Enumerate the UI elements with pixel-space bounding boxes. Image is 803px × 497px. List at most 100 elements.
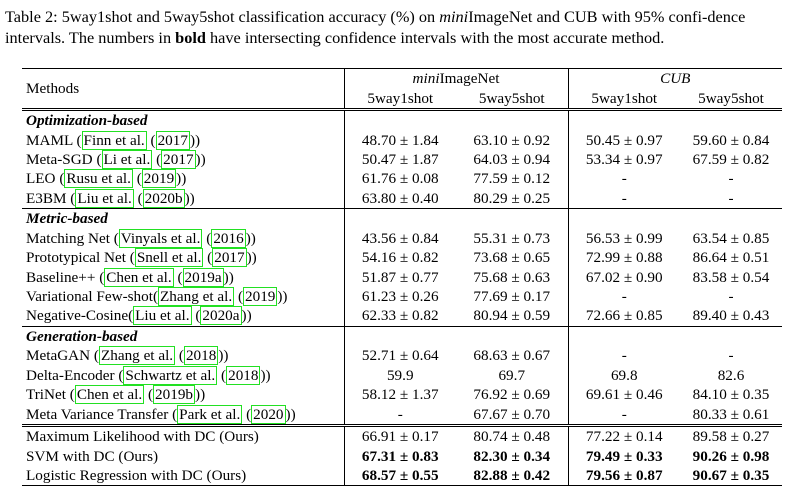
citation-authors-link[interactable]: Liu et al. <box>133 306 192 326</box>
citation-year-link[interactable]: 2020 <box>251 404 286 424</box>
value-cell: 77.69 ± 0.17 <box>473 288 551 306</box>
method-name: Meta Variance Transfer ( <box>26 405 178 423</box>
table-row: Negative-Cosine(Liu et al. (2020a)) 62.33… <box>22 306 782 327</box>
method-cell: Variational Few-shot(Zhang et al. (2019)… <box>22 287 344 307</box>
section-spacer-cell <box>567 325 680 347</box>
citation-year-link[interactable]: 2017 <box>212 248 247 268</box>
method-name: TriNet ( <box>26 386 75 404</box>
section-spacer-cell <box>456 325 568 347</box>
value-cell: 59.9 <box>343 365 456 385</box>
value-cell: 67.67 ± 0.70 <box>473 405 551 423</box>
value-cell: - <box>567 286 680 307</box>
value-cell: 67.31 ± 0.83 <box>343 446 456 466</box>
value-cell: 61.23 ± 0.26 <box>343 286 456 307</box>
value-cell: 89.40 ± 0.43 <box>692 307 770 325</box>
citation-separator: ( <box>217 366 227 384</box>
value-cell: 80.33 ± 0.61 <box>692 405 770 423</box>
citation-year-link[interactable]: 2018 <box>226 365 261 385</box>
table-row: MAML (Finn et al. (2017)) 48.70 ± 1.84 63.… <box>22 130 782 150</box>
citation-authors-link[interactable]: Rusu et al. <box>64 169 133 189</box>
citation-separator: ( <box>133 189 143 207</box>
header-col-2: 5way5shot <box>478 89 545 107</box>
method-cell: Delta-Encoder (Schwartz et al. (2018)) <box>22 365 344 385</box>
value-cell: 80.29 ± 0.25 <box>473 189 551 207</box>
section-spacer-cell <box>680 208 782 229</box>
section-spacer-cell <box>680 325 782 347</box>
ours-row: SVM with DC (Ours) 67.31 ± 0.83 82.30 ± 0.… <box>22 446 782 466</box>
method-cell: Meta Variance Transfer (Park et al. (202… <box>22 404 344 425</box>
value-cell: 61.76 ± 0.08 <box>343 169 456 189</box>
citation-year-link[interactable]: 2017 <box>155 130 190 150</box>
section-header-row: Generation-based <box>22 325 782 347</box>
method-cell: Matching Net (Vinyals et al. (2016)) <box>22 228 344 248</box>
value-cell: 79.49 ± 0.33 <box>567 446 680 466</box>
method-name: Variational Few-shot( <box>26 288 159 306</box>
results-table: Methods miniImageNet CUB 5way1shot 5way5… <box>22 68 782 487</box>
value-cell: 56.53 ± 0.99 <box>567 228 680 248</box>
citation-year-link[interactable]: 2017 <box>161 149 196 169</box>
caption-prefix: Table 2: 5way1shot and 5way5shot classif… <box>5 7 440 26</box>
value-cell: 77.22 ± 0.14 <box>567 423 680 447</box>
method-name: Prototypical Net ( <box>26 249 135 267</box>
citation-year-link[interactable]: 2016 <box>211 228 246 248</box>
citation-authors-link[interactable]: Li et al. <box>101 149 153 169</box>
citation-year-link[interactable]: 2019b <box>153 385 196 405</box>
value-cell: 50.47 ± 1.87 <box>343 149 456 170</box>
citation-year-link[interactable]: 2019a <box>182 267 224 287</box>
value-cell: 59.60 ± 0.84 <box>692 131 770 149</box>
citation-separator: ( <box>144 386 154 404</box>
citation-authors-link[interactable]: Schwartz et al. <box>123 365 218 385</box>
value-cell: 63.54 ± 0.85 <box>692 229 770 247</box>
citation-separator: ( <box>146 131 156 149</box>
citation-separator: ( <box>152 150 162 168</box>
caption-mini: mini <box>439 7 469 26</box>
value-cell: 52.71 ± 0.64 <box>343 346 456 366</box>
method-name: SVM with DC (Ours) <box>26 447 159 465</box>
table-row: Meta Variance Transfer (Park et al. (202… <box>22 404 782 426</box>
citation-year-link[interactable]: 2018 <box>183 346 219 366</box>
method-name: LEO ( <box>26 170 65 188</box>
citation-close: )) <box>195 386 206 404</box>
value-cell: 73.68 ± 0.65 <box>473 249 551 267</box>
citation-authors-link[interactable]: Park et al. <box>177 404 243 424</box>
value-cell: 69.61 ± 0.46 <box>567 385 680 405</box>
header-col-3: 5way1shot <box>567 88 680 110</box>
citation-authors-link[interactable]: Liu et al. <box>75 188 134 208</box>
citation-year-link[interactable]: 2019 <box>243 287 278 307</box>
citation-authors-link[interactable]: Vinyals et al. <box>118 228 203 248</box>
citation-separator: ( <box>203 249 213 267</box>
value-cell: - <box>567 404 680 426</box>
citation-year-link[interactable]: 2020a <box>200 306 242 326</box>
section-spacer-cell <box>343 107 456 131</box>
header-col-1: 5way1shot <box>343 88 456 110</box>
citation-year-link[interactable]: 2020b <box>142 188 185 208</box>
value-cell: 48.70 ± 1.84 <box>343 130 456 150</box>
section-spacer-cell <box>343 325 456 347</box>
table-row: TriNet (Chen et al. (2019b)) 58.12 ± 1.37… <box>22 385 782 405</box>
method-cell: Baseline++ (Chen et al. (2019a)) <box>22 267 344 287</box>
citation-authors-link[interactable]: Zhang et al. <box>158 287 235 307</box>
value-cell: 77.59 ± 0.12 <box>473 170 551 188</box>
citation-close: )) <box>241 307 252 325</box>
value-cell: 51.87 ± 0.77 <box>343 267 456 287</box>
method-name: Delta-Encoder ( <box>26 366 124 384</box>
citation-authors-link[interactable]: Finn et al. <box>81 130 147 150</box>
table-row: Baseline++ (Chen et al. (2019a)) 51.87 ± … <box>22 267 782 287</box>
citation-authors-link[interactable]: Snell et al. <box>134 248 204 268</box>
value-cell: - <box>343 404 456 426</box>
method-name: Negative-Cosine( <box>26 307 134 325</box>
value-cell: 82.88 ± 0.42 <box>456 465 568 487</box>
citation-authors-link[interactable]: Chen et al. <box>104 267 174 287</box>
citation-authors-link[interactable]: Chen et al. <box>74 385 145 405</box>
citation-authors-link[interactable]: Zhang et al. <box>98 346 176 366</box>
citation-separator: ( <box>191 307 201 325</box>
section-title: Metric-based <box>22 208 344 229</box>
value-cell: 62.33 ± 0.82 <box>343 306 456 327</box>
table-row: LEO (Rusu et al. (2019)) 61.76 ± 0.08 77.5… <box>22 169 782 189</box>
value-cell: 67.02 ± 0.90 <box>567 267 680 287</box>
citation-separator: ( <box>234 288 243 306</box>
value-cell: 76.92 ± 0.69 <box>473 386 551 404</box>
section-spacer-cell <box>456 107 568 131</box>
citation-year-link[interactable]: 2019 <box>141 169 177 189</box>
ours-row: Maximum Likelihood with DC (Ours) 66.91 ±… <box>22 423 782 447</box>
